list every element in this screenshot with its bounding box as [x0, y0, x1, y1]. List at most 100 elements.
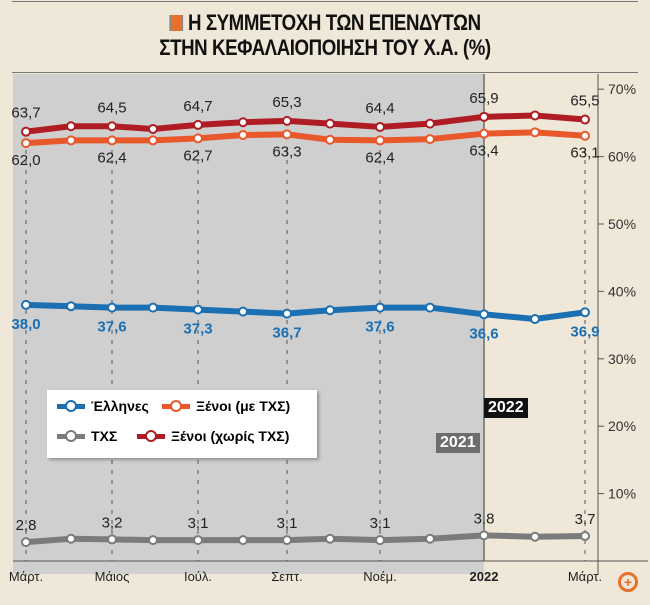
data-point [238, 130, 248, 141]
top-rule [12, 1, 638, 2]
legend-item: Ξένοι (με ΤΧΣ) [162, 398, 290, 414]
y-tick-label: 40% [608, 283, 636, 299]
data-label: 3,7 [575, 511, 596, 528]
data-point [530, 110, 540, 121]
data-label: 3,1 [277, 515, 298, 532]
x-tick-label: 2022 [470, 569, 499, 584]
y-tick-label: 10% [608, 486, 636, 502]
data-point [148, 302, 158, 313]
data-label: 62,7 [183, 147, 212, 164]
data-label: 3,1 [370, 515, 391, 532]
data-label: 65,9 [469, 90, 498, 107]
data-point [282, 129, 292, 140]
x-tick-label: Μάρτ. [568, 569, 602, 584]
x-tick-label: Νοέμ. [363, 569, 397, 584]
legend-label: Έλληνες [91, 398, 149, 414]
data-point [479, 111, 489, 122]
data-label: 62,0 [11, 152, 40, 169]
data-point [530, 314, 540, 325]
title-line-2: ΣΤΗΝ ΚΕΦΑΛΑΙΟΠΟΙΗΣΗ ΤΟΥ Χ.Α. (%) [159, 35, 491, 60]
data-point [21, 537, 31, 548]
data-point [425, 118, 435, 129]
data-point [148, 135, 158, 146]
data-label: 62,4 [97, 149, 126, 166]
chart-title: Η ΣΥΜΜΕΤΟΧΗ ΤΩΝ ΕΠΕΝΔΥΤΩΝ ΣΤΗΝ ΚΕΦΑΛΑΙΟΠ… [49, 10, 602, 60]
data-point [580, 114, 590, 125]
data-point [107, 302, 117, 313]
legend: Έλληνες Ξένοι (με ΤΧΣ) ΤΧΣ Ξένοι (χωρίς ΤΧΣ… [47, 390, 317, 458]
data-point [530, 127, 540, 138]
data-point [425, 134, 435, 145]
title-rule [12, 72, 638, 73]
legend-label: ΤΧΣ [91, 428, 118, 444]
legend-item: Ξένοι (χωρίς ΤΧΣ) [137, 428, 289, 444]
logo-arrow-icon [169, 15, 183, 31]
data-point [21, 299, 31, 310]
x-tick-label: Μάρτ. [9, 569, 43, 584]
data-point [325, 305, 335, 316]
data-label: 3,8 [474, 510, 495, 527]
legend-swatch-icon [162, 399, 190, 412]
data-point [238, 306, 248, 317]
year-label-2022: 2022 [484, 398, 528, 418]
data-label: 64,4 [365, 100, 394, 117]
data-label: 2,8 [16, 517, 37, 534]
data-point [375, 135, 385, 146]
data-label: 36,6 [469, 325, 498, 342]
legend-label: Ξένοι (με ΤΧΣ) [196, 398, 291, 414]
year-label-2021: 2021 [436, 433, 480, 453]
data-point [107, 135, 117, 146]
x-tick-label: Σεπτ. [271, 569, 303, 584]
x-tick-label: Ιούλ. [184, 569, 212, 584]
data-point [282, 115, 292, 126]
data-point [238, 117, 248, 128]
data-point [479, 309, 489, 320]
data-point [107, 121, 117, 132]
data-label: 63,1 [570, 145, 599, 162]
data-label: 65,3 [272, 94, 301, 111]
data-label: 3,1 [188, 515, 209, 532]
data-label: 36,9 [570, 323, 599, 340]
data-label: 63,3 [272, 143, 301, 160]
data-point [66, 121, 76, 132]
data-label: 3,2 [102, 514, 123, 531]
legend-swatch-icon [57, 399, 85, 412]
data-point [375, 121, 385, 132]
data-point [375, 535, 385, 546]
y-tick-label: 60% [608, 149, 636, 165]
zoom-in-icon[interactable]: + [618, 572, 638, 592]
data-label: 63,7 [11, 105, 40, 122]
data-point [66, 533, 76, 544]
data-point [425, 533, 435, 544]
y-tick-label: 20% [608, 418, 636, 434]
y-tick-label: 30% [608, 351, 636, 367]
data-label: 37,6 [97, 319, 126, 336]
data-point [530, 531, 540, 542]
data-point [21, 138, 31, 149]
data-label: 62,4 [365, 149, 394, 166]
data-point [325, 533, 335, 544]
data-label: 37,3 [183, 321, 212, 338]
data-point [479, 530, 489, 541]
data-point [66, 301, 76, 312]
data-point [325, 134, 335, 145]
2021-shaded-region [13, 74, 484, 574]
data-point [325, 118, 335, 129]
legend-item: ΤΧΣ [57, 428, 117, 444]
data-label: 37,6 [365, 319, 394, 336]
data-point [282, 535, 292, 546]
x-tick-label: Μάιος [95, 569, 130, 584]
data-label: 36,7 [272, 325, 301, 342]
data-point [21, 126, 31, 137]
data-point [193, 133, 203, 144]
data-label: 65,5 [570, 93, 599, 110]
data-point [148, 535, 158, 546]
legend-item: Έλληνες [57, 398, 149, 414]
data-label: 64,5 [97, 99, 126, 116]
data-point [107, 534, 117, 545]
data-point [148, 123, 158, 134]
legend-swatch-icon [137, 429, 165, 442]
data-point [479, 128, 489, 139]
legend-swatch-icon [57, 429, 85, 442]
